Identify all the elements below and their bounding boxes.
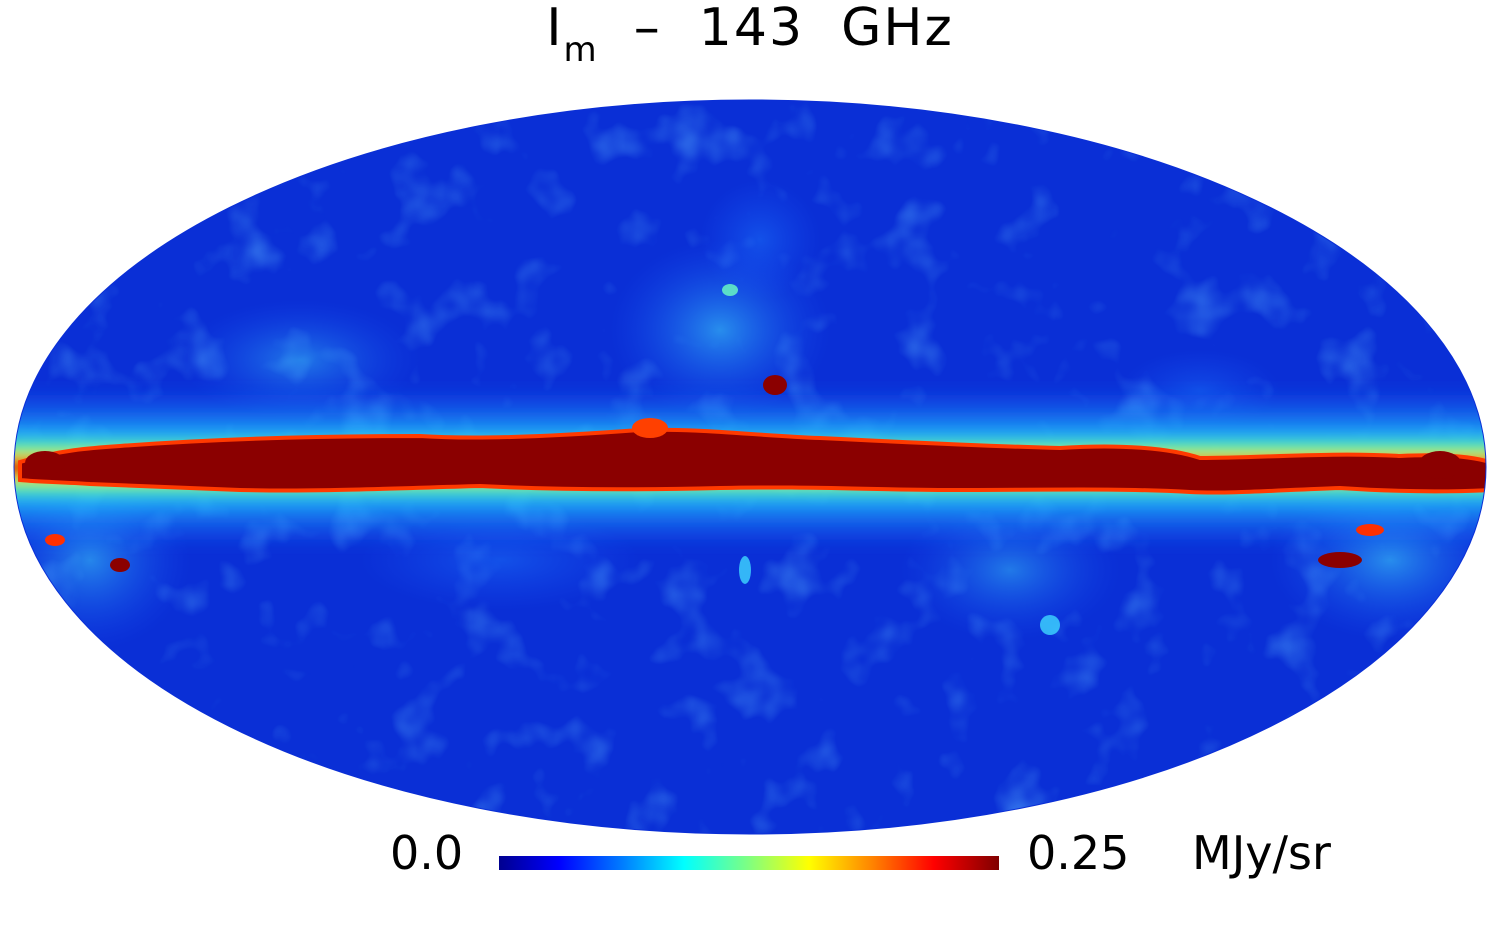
- colorbar: [499, 856, 999, 870]
- colorbar-unit-label: MJy/sr: [1192, 826, 1331, 880]
- title-subscript: m: [563, 30, 597, 70]
- map-content: [14, 100, 1486, 834]
- title-rest: – 143 GHz: [596, 0, 954, 58]
- title-main: I: [546, 0, 564, 58]
- colorbar-max-label: 0.25: [1027, 826, 1130, 880]
- colorbar-min-label: 0.0: [390, 826, 464, 880]
- map-title: Im – 143 GHz: [0, 0, 1500, 70]
- galactic-plane-band: [20, 429, 1486, 493]
